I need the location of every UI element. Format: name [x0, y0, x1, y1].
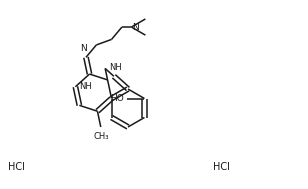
- Text: N: N: [81, 44, 87, 53]
- Text: NH: NH: [109, 63, 122, 72]
- Text: HCl: HCl: [213, 162, 229, 172]
- Text: NH: NH: [79, 82, 92, 91]
- Text: CH₃: CH₃: [93, 132, 108, 141]
- Text: HCl: HCl: [8, 162, 25, 172]
- Text: N: N: [132, 22, 139, 32]
- Text: HO: HO: [110, 94, 124, 103]
